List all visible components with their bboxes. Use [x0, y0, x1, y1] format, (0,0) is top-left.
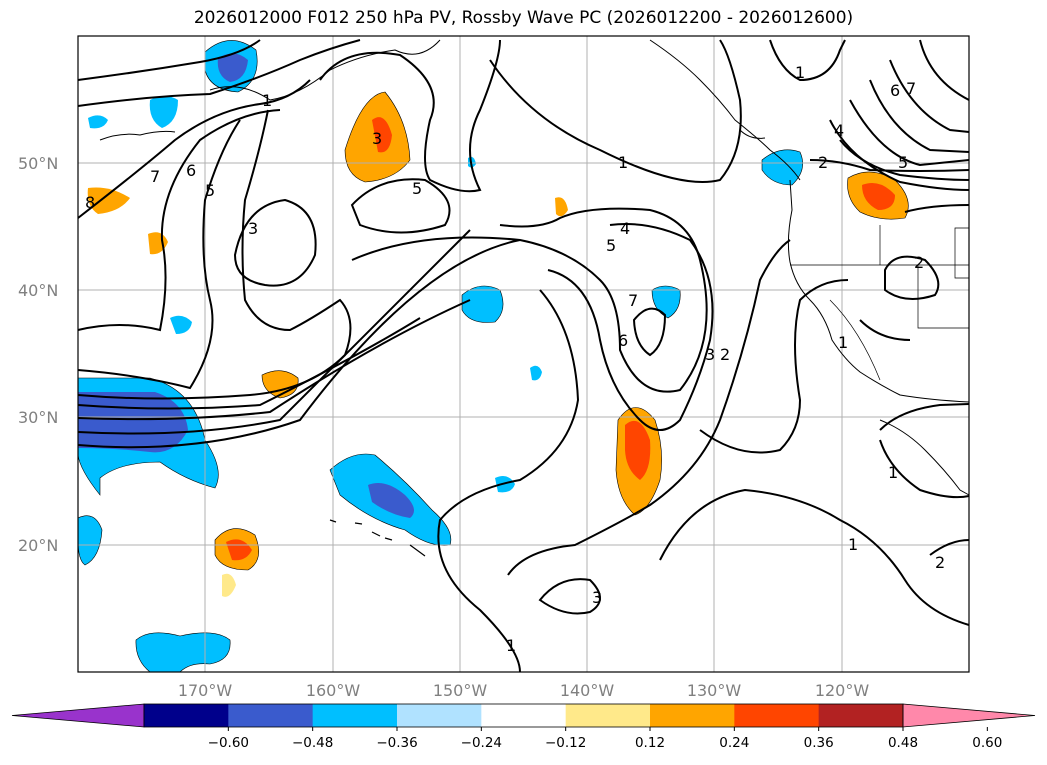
contour-label: 6: [890, 81, 900, 100]
colorbar-segment: [481, 704, 567, 727]
contour-label: 1: [618, 153, 628, 172]
colorbar-frame: [143, 703, 904, 728]
contour-label: 5: [412, 179, 422, 198]
lon-label-170w: 170°W: [178, 681, 233, 700]
map-gridlines: [78, 36, 969, 672]
lat-label-40n: 40°N: [18, 281, 58, 300]
contour-label: 3: [592, 588, 602, 607]
contour-label: 1: [848, 535, 858, 554]
colorbar: −0.60 −0.48 −0.36 −0.24 −0.12 0.12 0.24 0.36 0.4…: [11, 703, 1036, 751]
colorbar-tick-label: 0.48: [888, 735, 918, 751]
colorbar-tick-label: −0.36: [376, 735, 417, 751]
contour-label: 7: [628, 291, 638, 310]
lon-label-140w: 140°W: [560, 681, 615, 700]
colorbar-tick-label: −0.24: [461, 735, 502, 751]
contour-label: 1: [506, 636, 516, 655]
contour-label: 6: [618, 331, 628, 350]
colorbar-tick-label: 0.24: [719, 735, 749, 751]
contour-label: 2: [914, 253, 924, 272]
contour-label: 3: [705, 345, 715, 364]
colorbar-extend-low: [11, 703, 145, 728]
contour-label: 6: [186, 161, 196, 180]
latitude-labels: 50°N 40°N 30°N 20°N: [18, 154, 58, 555]
contour-label: 3: [372, 129, 382, 148]
hawaiian-islands: [329, 519, 426, 557]
colorbar-segment: [397, 704, 482, 727]
contour-label: 2: [935, 553, 945, 572]
lon-label-150w: 150°W: [433, 681, 488, 700]
pv-contours: [77, 39, 970, 673]
contour-label: 7: [150, 167, 160, 186]
contour-label: 1: [262, 91, 272, 110]
colorbar-segment: [312, 704, 398, 727]
colorbar-segment: [818, 704, 904, 727]
contour-label: 3: [248, 219, 258, 238]
border-lines: [790, 225, 970, 381]
positive-anomaly-patches: [87, 91, 909, 597]
colorbar-tick-label: 0.36: [804, 735, 834, 751]
lat-label-20n: 20°N: [18, 536, 58, 555]
contour-label: 1: [888, 463, 898, 482]
contour-label: 8: [85, 193, 95, 212]
lon-label-120w: 120°W: [815, 681, 870, 700]
colorbar-tick-label: −0.48: [292, 735, 333, 751]
colorbar-segment: [650, 704, 735, 727]
lon-label-130w: 130°W: [687, 681, 742, 700]
contour-label: 2: [720, 345, 730, 364]
contour-label: 5: [606, 236, 616, 255]
longitude-labels: 170°W 160°W 150°W 140°W 130°W 120°W: [178, 681, 870, 700]
lon-label-160w: 160°W: [306, 681, 361, 700]
lat-label-30n: 30°N: [18, 408, 58, 427]
colorbar-tick-label: −0.12: [545, 735, 586, 751]
colorbar-extend-high: [902, 703, 1036, 728]
contour-label: 5: [898, 153, 908, 172]
colorbar-tick-label: 0.60: [972, 735, 1002, 751]
contour-label: 1: [795, 63, 805, 82]
contour-label: 5: [205, 181, 215, 200]
lat-label-50n: 50°N: [18, 154, 58, 173]
contour-label: 2: [818, 153, 828, 172]
colorbar-tick-label: 0.12: [635, 735, 665, 751]
map-frame: [77, 35, 970, 673]
contour-label: 7: [906, 79, 916, 98]
contour-labels: 3 7 6 5 8 3 5 1 4 5 7 6 3 2 3 1 1 2 7 6 …: [85, 63, 945, 655]
contour-label: 4: [620, 219, 630, 238]
colorbar-segment: [565, 704, 651, 727]
map-title: 2026012000 F012 250 hPa PV, Rossby Wave …: [193, 8, 854, 28]
colorbar-tick-label: −0.60: [208, 735, 249, 751]
colorbar-segment: [734, 704, 820, 727]
contour-label: 4: [834, 121, 844, 140]
colorbar-segment: [228, 704, 314, 727]
contour-label: 1: [838, 333, 848, 352]
colorbar-segment: [144, 704, 229, 727]
